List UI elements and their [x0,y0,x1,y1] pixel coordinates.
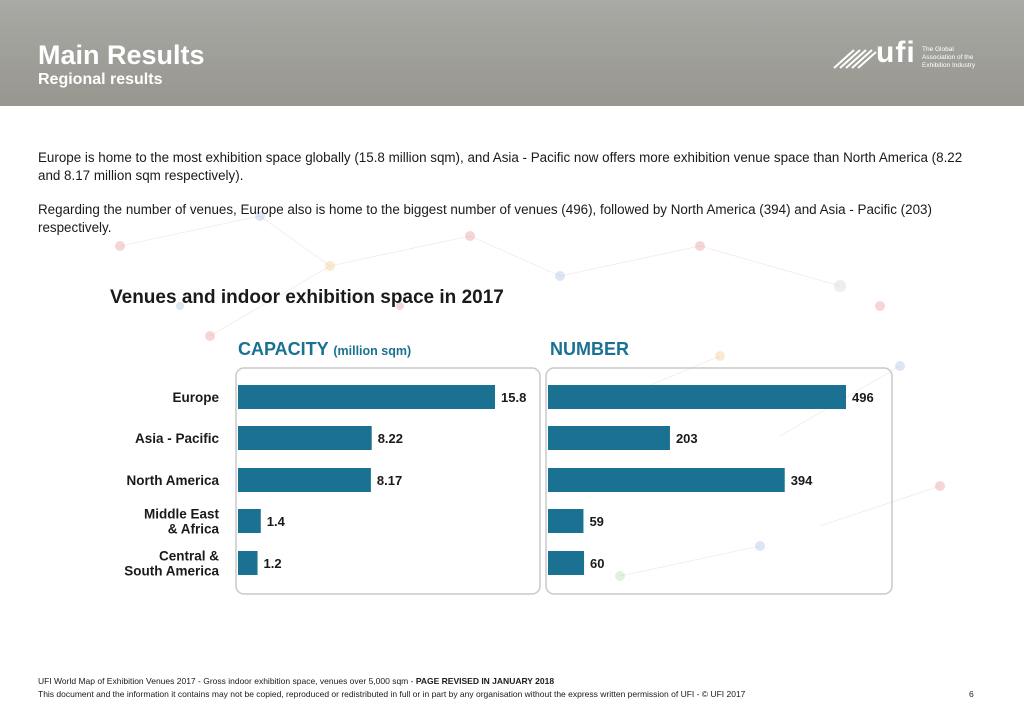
panel-frame-capacity [235,367,541,595]
bar-capacity-2 [238,468,371,492]
footer-source: UFI World Map of Exhibition Venues 2017 … [38,676,555,686]
data-label-capacity-1: 8.22 [378,431,403,446]
intro-paragraph-venues: Regarding the number of venues, Europe a… [38,202,932,235]
data-label-number-4: 60 [590,556,604,571]
page-number: 6 [969,689,974,699]
data-label-capacity-0: 15.8 [501,390,526,405]
category-label-3-line-0: Middle East [144,507,220,522]
number-panel-title: NUMBER [550,339,629,359]
bar-number-3 [548,509,584,533]
category-label-1-line-0: Asia - Pacific [135,431,220,446]
data-label-number-2: 394 [791,473,813,488]
bar-capacity-3 [238,509,261,533]
footer-copyright: This document and the information it con… [38,689,746,699]
page-title: Main Results [38,40,205,70]
data-label-capacity-2: 8.17 [377,473,402,488]
bar-number-0 [548,385,846,409]
header-band: Main Results Regional results ufi The Gl… [0,0,1024,106]
capacity-panel-title: CAPACITY (million sqm) [238,339,412,359]
network-background [115,211,945,581]
bar-number-4 [548,551,585,575]
category-label-4-line-0: Central & [159,549,219,564]
ufi-logo-stripes-icon [833,49,877,69]
bar-capacity-1 [238,426,372,450]
bar-capacity-4 [238,551,258,575]
data-label-number-3: 59 [589,514,603,529]
bar-number-2 [548,468,785,492]
category-label-3-line-1: & Africa [168,522,220,537]
ufi-logo: ufi The Global Association of the Exhibi… [832,36,992,74]
page-subtitle: Regional results [38,71,163,88]
category-label-2-line-0: North America [126,473,219,488]
chart-title: Venues and indoor exhibition space in 20… [110,287,504,308]
panel-frame-number [545,367,893,595]
category-label-4-line-1: South America [124,564,219,579]
ufi-logo-wordmark: ufi [876,36,916,69]
data-label-number-0: 496 [852,390,874,405]
ufi-logo-tagline: The Global Association of the Exhibition… [922,46,976,69]
intro-paragraph-capacity: Europe is home to the most exhibition sp… [38,150,963,183]
bar-capacity-0 [238,385,495,409]
category-label-0-line-0: Europe [172,390,219,405]
data-label-capacity-3: 1.4 [267,514,286,529]
data-label-number-1: 203 [676,431,698,446]
data-label-capacity-4: 1.2 [264,556,282,571]
bar-number-1 [548,426,670,450]
